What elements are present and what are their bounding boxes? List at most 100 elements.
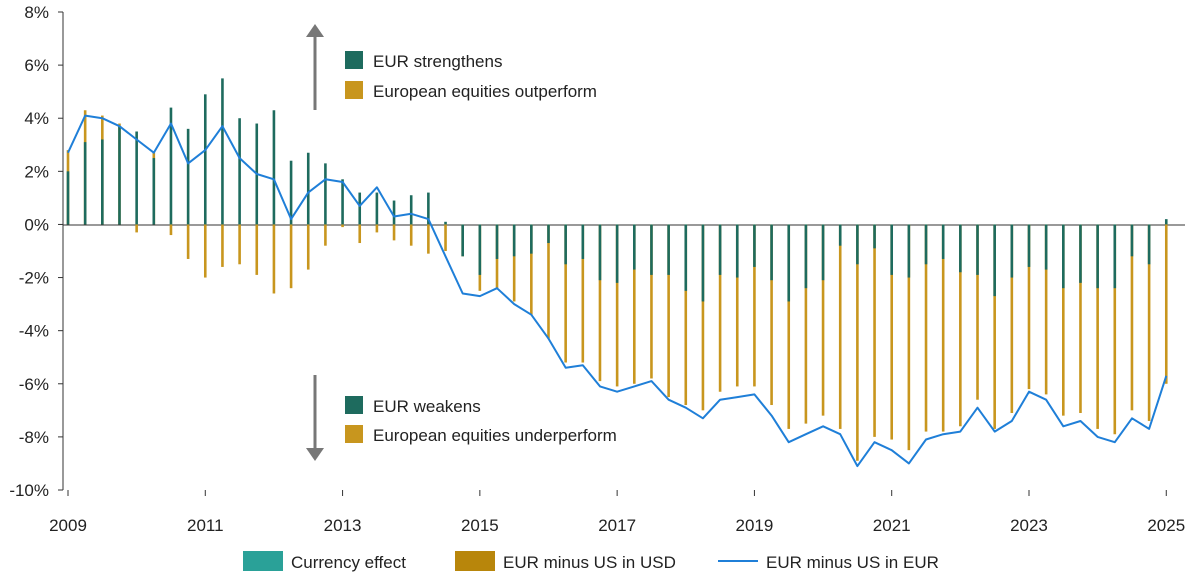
bar-currency-effect	[547, 224, 550, 244]
x-tick-label: 2025	[1147, 516, 1185, 535]
bar-currency-effect	[530, 224, 533, 254]
bar-eur-minus-us-in-usd	[615, 224, 619, 387]
bar-currency-effect	[341, 179, 344, 225]
bar-eur-minus-us-in-usd	[667, 224, 670, 398]
bar-currency-effect	[1164, 219, 1168, 225]
bar-currency-effect	[667, 224, 670, 275]
bar-currency-effect	[564, 224, 567, 265]
x-tick-label: 2011	[187, 516, 224, 535]
annotation-eur-weakens: EUR weakens	[373, 397, 481, 416]
bar-eur-minus-us-in-usd	[1147, 224, 1151, 421]
bar-currency-effect	[375, 192, 379, 225]
outperform-swatch	[345, 81, 363, 99]
bar-eur-minus-us-in-usd	[221, 224, 224, 267]
weakens-swatch	[345, 396, 363, 414]
bar-currency-effect	[495, 224, 499, 259]
bar-currency-effect	[650, 224, 653, 275]
bar-currency-effect	[684, 224, 688, 291]
bar-currency-effect	[306, 152, 310, 225]
bar-eur-minus-us-in-usd	[512, 224, 516, 302]
bar-eur-minus-us-in-usd	[753, 224, 756, 387]
bar-currency-effect	[718, 224, 722, 275]
bar-currency-effect	[203, 94, 207, 225]
bar-eur-minus-us-in-usd	[993, 224, 996, 429]
bar-eur-minus-us-in-usd	[581, 224, 585, 363]
bar-currency-effect	[838, 224, 842, 246]
bar-eur-minus-us-in-usd	[684, 224, 688, 406]
bar-eur-minus-us-in-usd	[444, 224, 447, 251]
bar-eur-minus-us-in-usd	[1113, 224, 1117, 435]
y-axis-ticks: -10% -8% -6% -4% -2% 0% 2% 4% 6% 8%	[9, 3, 63, 500]
y-tick-label: -6%	[19, 375, 49, 394]
bar-currency-effect	[581, 224, 585, 259]
bar-currency-effect	[427, 192, 430, 225]
down-arrow-head-icon	[306, 448, 324, 461]
bar-eur-minus-us-in-usd	[1130, 224, 1134, 411]
line-eur-minus-us-in-eur	[67, 114, 1168, 468]
bar-eur-minus-us-in-usd	[1096, 224, 1099, 429]
x-tick-label: 2013	[324, 516, 362, 535]
bar-eur-minus-us-in-usd	[1062, 224, 1065, 416]
bar-eur-minus-us-in-usd	[238, 224, 241, 265]
bar-currency-effect	[444, 221, 447, 225]
bar-currency-effect	[701, 224, 705, 302]
bar-eur-minus-us-in-usd	[530, 224, 533, 315]
y-tick-label: 2%	[24, 162, 49, 181]
bar-eur-minus-us-in-usd	[873, 224, 876, 437]
lower-annotation: EUR weakens European equities underperfo…	[306, 375, 617, 461]
annotation-equities-outperform: European equities outperform	[373, 82, 597, 101]
bar-eur-minus-us-in-usd	[306, 224, 310, 270]
bar-currency-effect	[890, 224, 894, 275]
bar-currency-effect	[101, 139, 104, 225]
bar-currency-effect	[289, 160, 293, 225]
bar-eur-minus-us-in-usd	[1044, 224, 1048, 395]
bar-eur-minus-us-in-usd	[735, 224, 739, 387]
bar-currency-effect	[941, 224, 945, 259]
bar-eur-minus-us-in-usd	[924, 224, 928, 432]
bar-currency-effect	[221, 78, 224, 225]
legend-label-eur-minus-us-in-eur: EUR minus US in EUR	[766, 553, 939, 572]
bar-currency-effect	[873, 224, 876, 249]
bar-currency-effect	[66, 171, 70, 225]
bar-eur-minus-us-in-usd	[409, 224, 413, 246]
bar-currency-effect	[753, 224, 756, 267]
bar-currency-effect	[478, 224, 482, 275]
bar-currency-effect	[1027, 224, 1031, 267]
bar-eur-minus-us-in-usd	[392, 224, 396, 241]
legend-label-eur-minus-us-in-usd: EUR minus US in USD	[503, 553, 676, 572]
bar-eur-minus-us-in-usd	[135, 224, 138, 233]
bar-eur-minus-us-in-usd	[186, 224, 190, 259]
bar-currency-effect	[770, 224, 773, 281]
bar-currency-effect	[959, 224, 962, 273]
bar-currency-effect	[735, 224, 739, 278]
bar-eur-minus-us-in-usd	[701, 224, 705, 411]
bar-currency-effect	[169, 107, 173, 225]
bar-currency-effect	[152, 158, 156, 225]
bar-currency-effect	[186, 128, 190, 225]
x-axis-ticks: 2009 2011 2013 2015 2017 2019 2021 2023 2025	[49, 490, 1185, 535]
bar-eur-minus-us-in-usd	[959, 224, 962, 427]
bars-currency-effect	[66, 78, 1168, 302]
bar-eur-minus-us-in-usd	[821, 224, 825, 416]
bar-currency-effect	[1113, 224, 1117, 289]
y-tick-label: -2%	[19, 269, 49, 288]
bar-currency-effect	[461, 224, 464, 257]
bar-currency-effect	[392, 200, 396, 225]
bar-currency-effect	[632, 224, 636, 270]
bar-eur-minus-us-in-usd	[1079, 224, 1082, 413]
legend-label-currency-effect: Currency effect	[291, 553, 406, 572]
x-tick-label: 2023	[1010, 516, 1048, 535]
bar-eur-minus-us-in-usd	[358, 224, 362, 244]
y-tick-label: -8%	[19, 428, 49, 447]
bar-currency-effect	[1096, 224, 1099, 289]
x-tick-label: 2009	[49, 516, 87, 535]
bar-currency-effect	[1130, 224, 1134, 257]
bar-currency-effect	[1044, 224, 1048, 270]
bar-eur-minus-us-in-usd	[564, 224, 567, 363]
bar-eur-minus-us-in-usd	[1164, 224, 1168, 384]
bar-eur-minus-us-in-usd	[718, 224, 722, 392]
bar-eur-minus-us-in-usd	[598, 224, 602, 382]
x-tick-label: 2021	[873, 516, 911, 535]
bar-eur-minus-us-in-usd	[941, 224, 945, 432]
